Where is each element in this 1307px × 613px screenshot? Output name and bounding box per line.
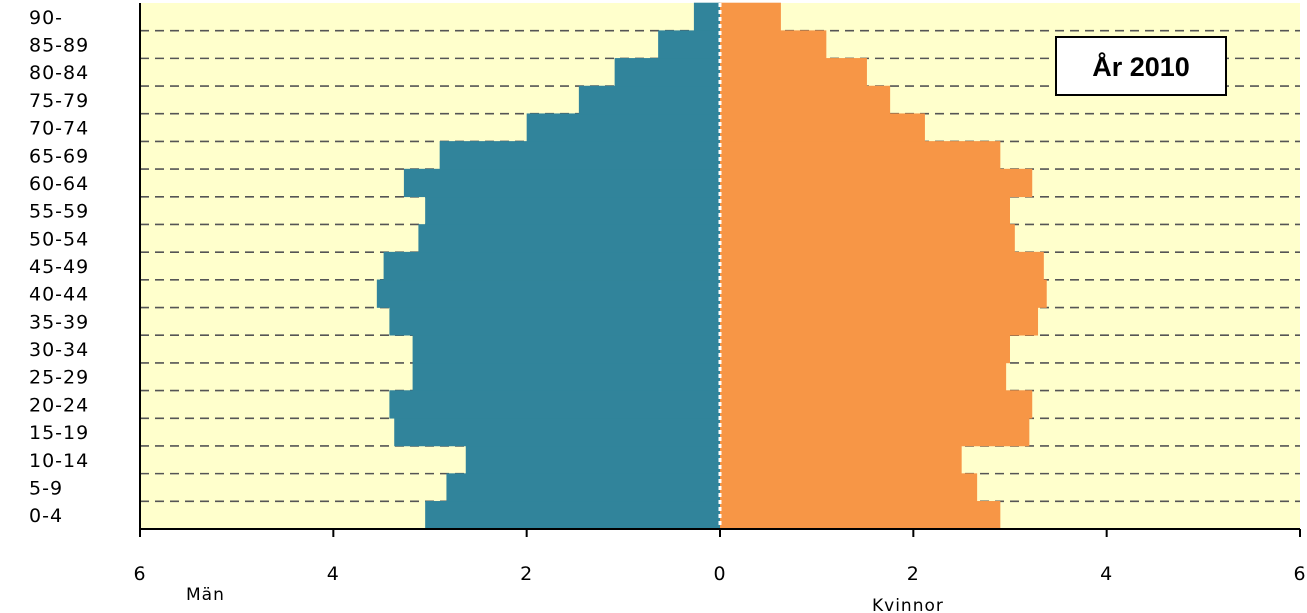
bar-men-10-14 <box>465 445 720 474</box>
bar-women-85-89 <box>720 30 827 59</box>
bar-women-65-69 <box>720 141 1001 170</box>
x-tick-label: 2 <box>907 563 920 585</box>
age-label: 0-4 <box>29 505 63 527</box>
bar-women-70-74 <box>720 113 925 142</box>
bar-women-50-54 <box>720 224 1015 253</box>
x-tick-label: 0 <box>713 563 726 585</box>
year-annotation-text: År 2010 <box>1092 51 1190 82</box>
bar-men-20-24 <box>389 390 720 419</box>
age-label: 10-14 <box>29 450 89 472</box>
x-tick-label: 4 <box>1100 563 1113 585</box>
age-label: 20-24 <box>29 394 89 416</box>
bar-men-25-29 <box>412 362 720 391</box>
bar-men-70-74 <box>526 113 720 142</box>
bar-women-15-19 <box>720 417 1030 447</box>
age-label: 30-34 <box>29 339 89 361</box>
bar-women-90- <box>720 2 781 31</box>
bar-men-75-79 <box>578 85 720 115</box>
bar-men-90- <box>693 2 720 31</box>
age-label: 15-19 <box>29 422 89 444</box>
age-label: 25-29 <box>29 367 89 389</box>
x-tick-label: 4 <box>327 563 340 585</box>
bar-men-50-54 <box>418 224 720 253</box>
x-tick-label: 6 <box>1293 563 1306 585</box>
age-label: 55-59 <box>29 201 89 223</box>
bar-women-20-24 <box>720 390 1033 419</box>
bar-women-60-64 <box>720 168 1033 198</box>
age-label: 45-49 <box>29 256 89 278</box>
bar-men-55-59 <box>425 196 720 225</box>
age-label: 90- <box>29 7 63 29</box>
x-tick-label: 6 <box>133 563 146 585</box>
bar-men-15-19 <box>394 417 720 447</box>
age-label: 70-74 <box>29 118 89 140</box>
age-label: 40-44 <box>29 284 89 306</box>
bar-women-30-34 <box>720 334 1010 364</box>
bar-men-60-64 <box>403 168 720 198</box>
bar-women-80-84 <box>720 58 867 87</box>
age-label: 65-69 <box>29 145 89 167</box>
age-label: 35-39 <box>29 311 89 333</box>
bar-women-45-49 <box>720 251 1044 281</box>
bar-women-25-29 <box>720 362 1007 391</box>
bar-women-35-39 <box>720 307 1039 336</box>
age-label: 5-9 <box>29 477 63 499</box>
age-label: 60-64 <box>29 173 89 195</box>
x-label-women: Kvinnor <box>872 596 944 613</box>
age-label: 50-54 <box>29 228 89 250</box>
age-label: 85-89 <box>29 35 89 57</box>
bar-women-75-79 <box>720 85 891 115</box>
year-annotation-box: År 2010 <box>1055 36 1227 96</box>
bar-women-55-59 <box>720 196 1010 225</box>
bar-men-85-89 <box>658 30 720 59</box>
bar-men-35-39 <box>389 307 720 336</box>
bar-men-65-69 <box>439 141 720 170</box>
bar-men-5-9 <box>446 473 720 502</box>
bar-women-0-4 <box>720 501 1001 530</box>
bar-men-40-44 <box>376 279 720 308</box>
year-annotation-frame <box>1055 36 1227 96</box>
bar-men-45-49 <box>383 251 720 281</box>
bar-women-10-14 <box>720 445 962 474</box>
bar-women-5-9 <box>720 473 978 502</box>
bar-men-80-84 <box>614 58 720 87</box>
bar-women-40-44 <box>720 279 1047 308</box>
age-label: 80-84 <box>29 62 89 84</box>
bar-men-30-34 <box>412 334 720 364</box>
bar-men-0-4 <box>425 501 720 530</box>
x-axis-ticks: 6 4 2 0 2 4 6 <box>133 529 1306 585</box>
x-label-men: Män <box>186 585 225 605</box>
age-group-labels: 0-4 5-9 10-14 15-19 20-24 25-29 30-34 35-39 40-4… <box>29 7 89 527</box>
x-tick-label: 2 <box>520 563 533 585</box>
age-label: 75-79 <box>29 90 89 112</box>
bars <box>376 2 1047 530</box>
